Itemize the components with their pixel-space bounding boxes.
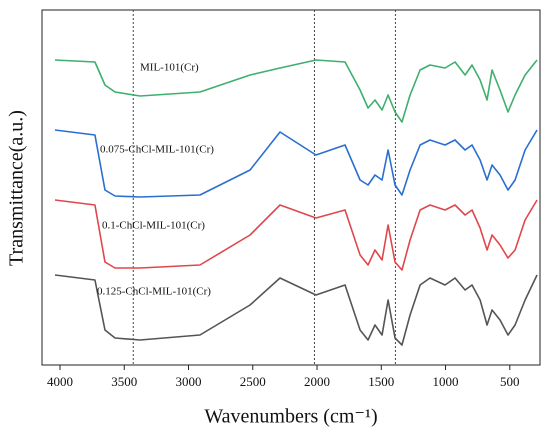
plot-frame (41, 9, 541, 366)
x-tick-label: 3000 (176, 374, 202, 389)
spectrum-line (54, 199, 538, 271)
x-tick-label: 2000 (304, 374, 330, 389)
series-label: 0.1-ChCl-MIL-101(Cr) (102, 220, 205, 232)
x-tick-label: 3500 (111, 374, 137, 389)
x-tick-label: 500 (500, 374, 520, 389)
x-tick-label: 2500 (240, 374, 266, 389)
series-label: 0.075-ChCl-MIL-101(Cr) (100, 144, 214, 156)
series-label: 0.125-ChCl-MIL-101(Cr) (97, 286, 211, 298)
x-tick-label: 1000 (433, 374, 459, 389)
spectrum-line (54, 274, 538, 346)
spectrum-line (54, 129, 538, 198)
spectrum-line (54, 59, 538, 123)
x-axis-label: Wavenumbers (cm⁻¹) (204, 406, 377, 428)
series-label: MIL-101(Cr) (140, 62, 199, 74)
x-tick-label: 1500 (368, 374, 394, 389)
y-axis-label: Transmittance(a.u.) (6, 110, 28, 266)
x-tick-label: 4000 (47, 374, 73, 389)
